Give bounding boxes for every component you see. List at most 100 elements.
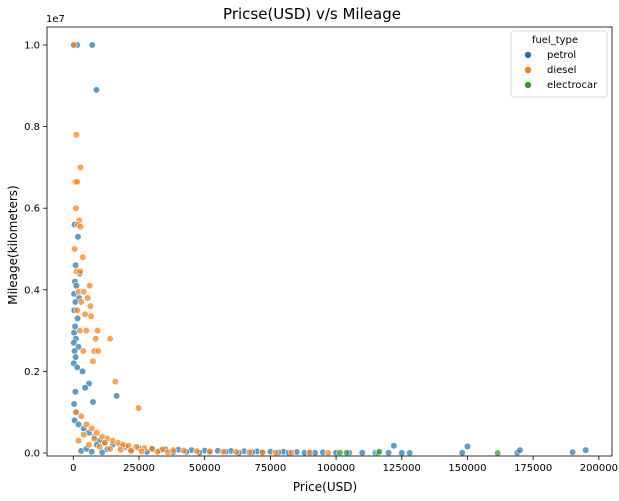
x-tick-label: 50000 xyxy=(189,463,221,474)
point-diesel-70 xyxy=(153,448,161,456)
point-diesel-54 xyxy=(245,448,253,456)
point-petrol-29 xyxy=(89,398,97,406)
point-petrol-5 xyxy=(74,233,82,241)
point-diesel-65 xyxy=(101,439,109,447)
point-diesel-27 xyxy=(79,347,87,355)
point-diesel-8 xyxy=(76,223,84,231)
point-diesel-60 xyxy=(74,437,83,445)
point-diesel-26 xyxy=(106,335,114,343)
point-diesel-33 xyxy=(72,408,80,416)
legend-box xyxy=(510,30,608,98)
x-tick-label: 100000 xyxy=(317,463,355,474)
point-petrol-18 xyxy=(70,339,78,347)
point-petrol-9 xyxy=(72,282,80,290)
point-petrol-69 xyxy=(568,448,577,456)
legend-marker-electrocar xyxy=(524,81,532,89)
point-diesel-20 xyxy=(81,310,89,318)
point-diesel-57 xyxy=(287,449,296,457)
point-diesel-9 xyxy=(70,245,79,253)
point-diesel-24 xyxy=(93,327,102,335)
point-petrol-66 xyxy=(463,442,472,451)
point-diesel-67 xyxy=(116,446,125,454)
point-petrol-23 xyxy=(73,363,81,371)
x-tick-label: 0 xyxy=(70,463,76,474)
point-petrol-14 xyxy=(73,314,82,323)
point-diesel-10 xyxy=(79,253,87,261)
point-petrol-30 xyxy=(70,400,78,408)
point-diesel-32 xyxy=(134,404,143,412)
x-tick-label: 150000 xyxy=(448,463,486,474)
point-diesel-22 xyxy=(76,327,84,335)
x-tick-label: 75000 xyxy=(254,463,286,474)
point-petrol-64 xyxy=(406,449,414,457)
x-tick-label: 125000 xyxy=(383,463,421,474)
y-tick-label: 1.0 xyxy=(24,41,40,52)
point-diesel-15 xyxy=(80,288,88,296)
point-petrol-20 xyxy=(70,347,79,355)
point-petrol-33 xyxy=(74,420,83,429)
point-diesel-25 xyxy=(91,335,100,343)
point-diesel-58 xyxy=(306,449,314,457)
y-tick-label: 0.0 xyxy=(24,449,40,460)
point-diesel-13 xyxy=(85,282,94,290)
y-tick-label: 0.4 xyxy=(24,285,40,296)
point-electrocar-3 xyxy=(375,448,384,456)
point-diesel-34 xyxy=(77,412,85,420)
point-petrol-73 xyxy=(88,448,96,456)
point-diesel-2 xyxy=(76,163,85,171)
point-electrocar-4 xyxy=(494,449,502,457)
point-diesel-4 xyxy=(73,178,81,186)
point-diesel-62 xyxy=(85,441,93,449)
plot-frame xyxy=(46,26,613,457)
data-points xyxy=(70,41,590,457)
point-diesel-12 xyxy=(76,267,84,276)
legend-label-diesel: diesel xyxy=(547,65,576,76)
y-tick-label: 0.6 xyxy=(24,204,40,215)
point-electrocar-1 xyxy=(343,449,351,457)
point-diesel-36 xyxy=(88,424,96,433)
point-diesel-31 xyxy=(111,378,119,386)
point-diesel-69 xyxy=(138,447,146,456)
point-petrol-27 xyxy=(71,388,79,396)
point-diesel-52 xyxy=(219,448,227,456)
point-petrol-24 xyxy=(78,367,87,376)
point-diesel-19 xyxy=(86,302,94,310)
point-diesel-64 xyxy=(95,443,104,451)
point-diesel-21 xyxy=(87,312,95,320)
point-diesel-71 xyxy=(164,448,172,456)
legend-marker-petrol xyxy=(524,51,532,59)
point-petrol-59 xyxy=(358,449,366,457)
chart-title: Pricse(USD) v/s Mileage xyxy=(223,5,401,23)
point-petrol-62 xyxy=(390,442,398,450)
legend-marker-diesel xyxy=(524,66,532,74)
point-petrol-6 xyxy=(71,261,80,269)
legend-label-petrol: petrol xyxy=(547,50,576,61)
point-petrol-28 xyxy=(112,392,121,400)
point-diesel-59 xyxy=(324,449,332,457)
point-petrol-3 xyxy=(92,86,100,94)
point-petrol-65 xyxy=(458,449,466,457)
point-petrol-2 xyxy=(88,41,96,49)
point-diesel-61 xyxy=(80,431,88,439)
point-diesel-18 xyxy=(73,306,81,314)
point-petrol-63 xyxy=(398,449,406,457)
x-tick-label: 175000 xyxy=(514,463,552,474)
x-axis-label: Price(USD) xyxy=(293,480,357,494)
point-petrol-26 xyxy=(81,384,89,392)
point-diesel-53 xyxy=(232,448,240,456)
point-diesel-35 xyxy=(82,420,90,429)
point-diesel-1 xyxy=(72,131,80,139)
point-diesel-30 xyxy=(89,357,97,365)
point-diesel-56 xyxy=(272,449,280,457)
point-petrol-21 xyxy=(71,353,80,361)
point-petrol-68 xyxy=(516,446,524,454)
point-diesel-68 xyxy=(127,447,135,455)
point-petrol-61 xyxy=(385,449,393,457)
point-diesel-55 xyxy=(258,448,267,457)
y-tick-label: 0.8 xyxy=(24,122,40,133)
point-diesel-16 xyxy=(77,298,85,306)
point-diesel-5 xyxy=(72,204,80,212)
point-diesel-49 xyxy=(180,447,188,455)
